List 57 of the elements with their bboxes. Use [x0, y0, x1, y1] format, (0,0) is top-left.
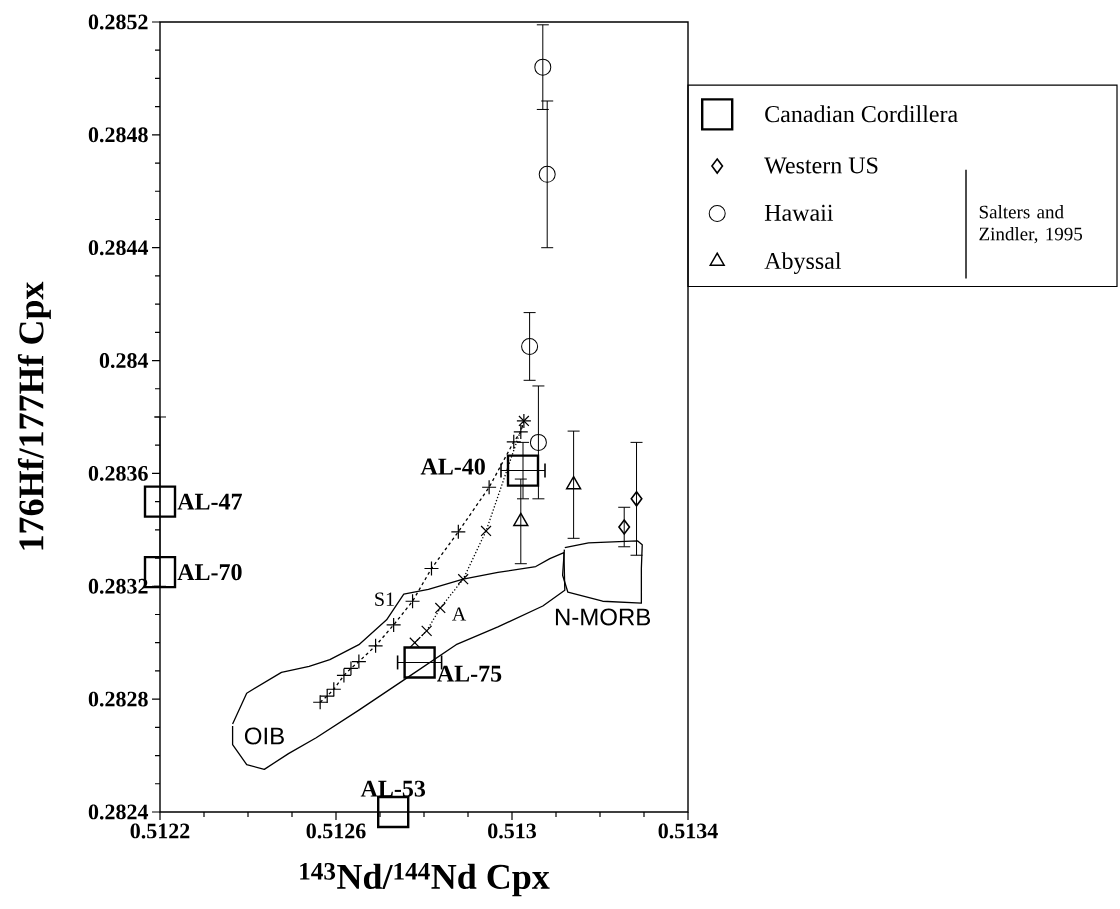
legend-label: Canadian Cordillera [765, 105, 958, 123]
point [630, 491, 643, 507]
point [336, 667, 352, 684]
legend-label: Abyssal [764, 252, 842, 274]
point [529, 433, 547, 451]
series-label: S1 [375, 592, 394, 606]
point [312, 694, 328, 710]
point [506, 454, 540, 487]
y-tick-label: 0.2844 [88, 240, 149, 256]
annotation: N-MORB [555, 608, 651, 626]
x-tick-label: 0.5134 [658, 823, 718, 839]
point [618, 519, 631, 535]
annotation: AL-40 [420, 458, 485, 475]
y-tick-label: 0.2824 [88, 804, 149, 820]
point [538, 165, 556, 183]
point [423, 560, 440, 577]
text: Salters and Zindler, 1995 [979, 205, 1083, 244]
point [143, 485, 177, 518]
point [403, 646, 436, 679]
y-tick-label: 0.2836 [88, 465, 148, 481]
point [481, 479, 497, 495]
x-tick-label: 0.5122 [130, 823, 190, 839]
point [404, 593, 421, 609]
y-tick-label: 0.2848 [88, 127, 148, 143]
point [326, 681, 342, 697]
annotation: OIB [244, 727, 284, 745]
legend-label: Western US [764, 157, 878, 174]
annotation: AL-53 [360, 780, 426, 797]
y-tick-label: 0.2832 [88, 578, 148, 594]
point [434, 602, 446, 614]
point [457, 573, 469, 585]
y-axis-title: 176Hf/177Hf Cpx [17, 281, 51, 550]
point [513, 512, 529, 527]
y-tick-label: 0.284 [99, 353, 149, 369]
x-tick-label: 0.513 [488, 823, 537, 839]
x-tick-label: 0.5126 [306, 823, 366, 839]
point [450, 524, 466, 540]
point [368, 638, 384, 654]
annotation: AL-75 [437, 665, 502, 682]
point [506, 434, 522, 450]
annotation: AL-47 [177, 493, 242, 510]
series-label: A [452, 607, 467, 621]
annotation: AL-70 [177, 564, 242, 581]
point [319, 688, 335, 704]
point [351, 654, 367, 670]
legend-label: Hawaii [764, 204, 834, 221]
point [343, 660, 359, 676]
point [377, 795, 410, 829]
point [521, 337, 539, 355]
point [421, 625, 433, 637]
point [386, 617, 402, 633]
x-axis-title: $^{143}$Nd/$^{144}$Nd Cpx [300, 862, 550, 897]
y-tick-label: 0.2852 [88, 14, 148, 30]
point [513, 424, 529, 440]
point [480, 525, 492, 537]
point [534, 58, 552, 76]
y-tick-label: 0.2828 [88, 691, 148, 707]
